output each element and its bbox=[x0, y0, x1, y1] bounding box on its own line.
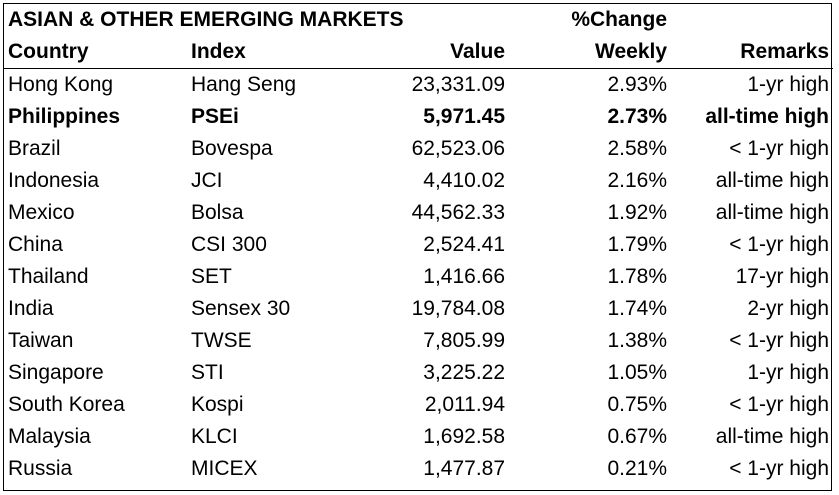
country-column-header: Country bbox=[4, 36, 187, 69]
index-cell: Sensex 30 bbox=[191, 297, 291, 320]
index-cell: SET bbox=[191, 265, 232, 288]
weekly-change-cell: 2.16% bbox=[607, 169, 668, 192]
weekly-change-cell: 2.73% bbox=[607, 105, 668, 128]
index-cell: Kospi bbox=[191, 393, 244, 416]
weekly-change-cell: 1.05% bbox=[607, 361, 668, 384]
column-header-row: Country Index Value Weekly Remarks bbox=[4, 36, 834, 69]
country-cell: Philippines bbox=[8, 105, 121, 128]
country-cell: Singapore bbox=[8, 361, 104, 384]
country-cell: India bbox=[8, 297, 54, 320]
remarks-cell: 17-yr high bbox=[735, 265, 830, 288]
index-cell: MICEX bbox=[191, 457, 258, 480]
table-row: Thailand SET 1,416.66 1.78% 17-yr high bbox=[4, 261, 833, 293]
table-title: ASIAN & OTHER EMERGING MARKETS bbox=[8, 8, 404, 31]
country-cell: Russia bbox=[8, 457, 73, 480]
table-row: China CSI 300 2,524.41 1.79% < 1-yr high bbox=[4, 229, 833, 261]
remarks-cell: < 1-yr high bbox=[729, 457, 830, 480]
value-cell: 23,331.09 bbox=[411, 73, 506, 96]
weekly-change-cell: 1.78% bbox=[607, 265, 668, 288]
table-body: Hong Kong Hang Seng 23,331.09 2.93% 1-yr hig… bbox=[4, 69, 833, 486]
table-row: Malaysia KLCI 1,692.58 0.67% all-time high bbox=[4, 421, 833, 453]
table-row: Brazil Bovespa 62,523.06 2.58% < 1-yr high bbox=[4, 133, 833, 165]
weekly-change-cell: 2.58% bbox=[607, 137, 668, 160]
index-cell: Bolsa bbox=[191, 201, 244, 224]
value-cell: 5,971.45 bbox=[423, 105, 506, 128]
weekly-column-header: Weekly bbox=[509, 36, 672, 69]
weekly-change-cell: 1.79% bbox=[607, 233, 668, 256]
index-cell: STI bbox=[191, 361, 224, 384]
remarks-cell: < 1-yr high bbox=[729, 329, 830, 352]
table-row: South Korea Kospi 2,011.94 0.75% < 1-yr high bbox=[4, 389, 833, 421]
index-cell: TWSE bbox=[191, 329, 252, 352]
table-row: Mexico Bolsa 44,562.33 1.92% all-time high bbox=[4, 197, 833, 229]
weekly-change-cell: 1.38% bbox=[607, 329, 668, 352]
remarks-cell: < 1-yr high bbox=[729, 233, 830, 256]
table-row: Philippines PSEi 5,971.45 2.73% all-time hig… bbox=[4, 101, 833, 133]
table-row: Russia MICEX 1,477.87 0.21% < 1-yr high bbox=[4, 453, 833, 485]
country-cell: Taiwan bbox=[8, 329, 74, 352]
value-cell: 7,805.99 bbox=[423, 329, 506, 352]
emerging-markets-table: ASIAN & OTHER EMERGING MARKETS %Change C… bbox=[4, 4, 834, 486]
value-cell: 62,523.06 bbox=[411, 137, 506, 160]
index-cell: Hang Seng bbox=[191, 73, 297, 96]
weekly-change-cell: 0.67% bbox=[607, 425, 668, 448]
weekly-change-cell: 0.75% bbox=[607, 393, 668, 416]
country-cell: Mexico bbox=[8, 201, 75, 224]
pct-change-header: %Change bbox=[571, 8, 668, 31]
table-row: Indonesia JCI 4,410.02 2.16% all-time high bbox=[4, 165, 833, 197]
remarks-cell: 1-yr high bbox=[747, 361, 830, 384]
value-cell: 1,692.58 bbox=[423, 425, 506, 448]
remarks-cell: all-time high bbox=[715, 201, 830, 224]
weekly-change-cell: 1.92% bbox=[607, 201, 668, 224]
remarks-cell: < 1-yr high bbox=[729, 393, 830, 416]
index-cell: PSEi bbox=[191, 105, 239, 128]
remarks-cell: all-time high bbox=[715, 169, 830, 192]
remarks-cell: 2-yr high bbox=[747, 297, 830, 320]
index-cell: CSI 300 bbox=[191, 233, 267, 256]
remarks-cell: all-time high bbox=[715, 425, 830, 448]
value-cell: 2,524.41 bbox=[423, 233, 506, 256]
value-cell: 1,477.87 bbox=[423, 457, 506, 480]
index-column-header: Index bbox=[187, 36, 373, 69]
country-cell: Indonesia bbox=[8, 169, 100, 192]
weekly-change-cell: 1.74% bbox=[607, 297, 668, 320]
value-column-header: Value bbox=[373, 36, 510, 69]
remarks-cell: all-time high bbox=[705, 105, 830, 128]
remarks-cell: < 1-yr high bbox=[729, 137, 830, 160]
empty-header-cell bbox=[671, 4, 833, 36]
country-cell: Thailand bbox=[8, 265, 89, 288]
market-table-frame: ASIAN & OTHER EMERGING MARKETS %Change C… bbox=[3, 3, 834, 491]
value-cell: 1,416.66 bbox=[423, 265, 506, 288]
table-row: Taiwan TWSE 7,805.99 1.38% < 1-yr high bbox=[4, 325, 833, 357]
title-row: ASIAN & OTHER EMERGING MARKETS %Change bbox=[4, 4, 833, 36]
value-cell: 3,225.22 bbox=[423, 361, 506, 384]
index-cell: KLCI bbox=[191, 425, 238, 448]
value-cell: 44,562.33 bbox=[411, 201, 506, 224]
weekly-change-cell: 2.93% bbox=[607, 73, 668, 96]
table-row: Hong Kong Hang Seng 23,331.09 2.93% 1-yr hig… bbox=[4, 69, 833, 102]
remarks-cell: 1-yr high bbox=[747, 73, 830, 96]
country-cell: Malaysia bbox=[8, 425, 91, 448]
value-cell: 19,784.08 bbox=[411, 297, 506, 320]
table-row: Singapore STI 3,225.22 1.05% 1-yr high bbox=[4, 357, 833, 389]
remarks-column-header: Remarks bbox=[671, 36, 834, 69]
country-cell: China bbox=[8, 233, 63, 256]
country-cell: Brazil bbox=[8, 137, 61, 160]
index-cell: Bovespa bbox=[191, 137, 273, 160]
country-cell: Hong Kong bbox=[8, 73, 114, 96]
value-cell: 2,011.94 bbox=[424, 393, 506, 416]
weekly-change-cell: 0.21% bbox=[607, 457, 668, 480]
table-row: India Sensex 30 19,784.08 1.74% 2-yr high bbox=[4, 293, 833, 325]
country-cell: South Korea bbox=[8, 393, 125, 416]
value-cell: 4,410.02 bbox=[423, 169, 506, 192]
index-cell: JCI bbox=[191, 169, 223, 192]
